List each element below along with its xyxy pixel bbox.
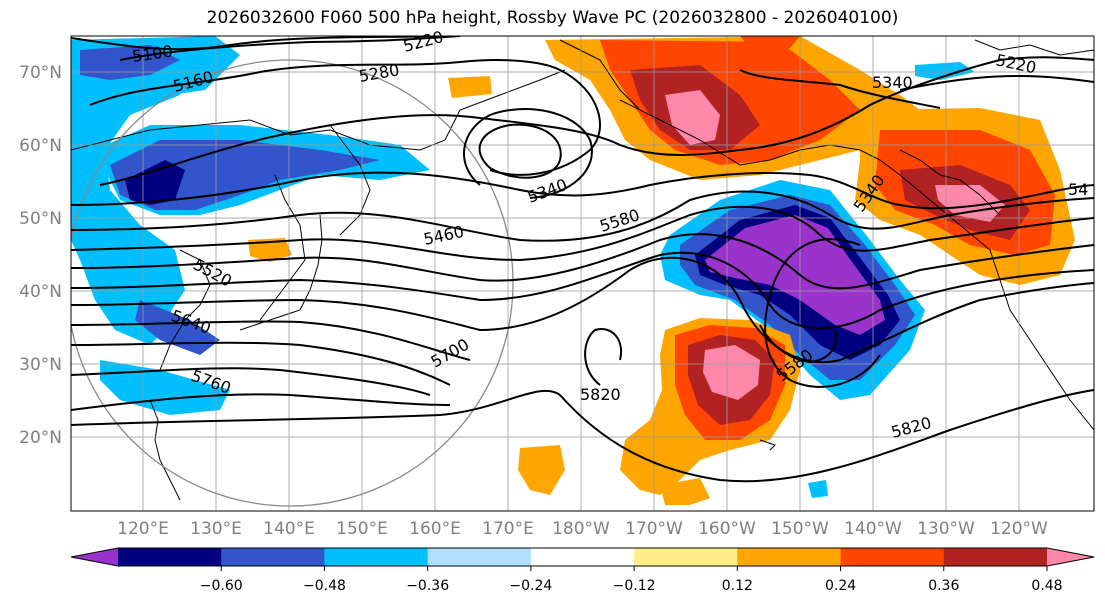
lon-label: 130°E [190, 519, 242, 539]
lon-label: 140°E [263, 519, 315, 539]
colorbar-tick-label: −0.60 [200, 578, 243, 594]
graticule [71, 36, 1094, 511]
height-contours [71, 36, 1094, 483]
colorbar-tick-label: 0.36 [928, 578, 959, 594]
colorbar-cell [943, 548, 1048, 566]
reference-circle [71, 59, 514, 507]
lon-label: 170°E [482, 519, 534, 539]
colorbar-extend-min [71, 548, 118, 566]
longitude-labels: 120°E 130°E 140°E 150°E 160°E 170°E 180°… [117, 519, 1048, 539]
lon-label: 130°W [917, 519, 975, 539]
colorbar-cell [737, 548, 842, 566]
coastlines [71, 39, 1094, 501]
lon-label: 140°W [844, 519, 902, 539]
colorbar-tick-label: −0.36 [406, 578, 449, 594]
lon-label: 120°E [117, 519, 169, 539]
contour-label: 5820 [580, 385, 621, 404]
colorbar-cell [530, 548, 635, 566]
colorbar-cell [221, 548, 326, 566]
contour-label: 5340 [872, 73, 913, 92]
lon-label: 170°W [625, 519, 683, 539]
colorbar-tick-label: 0.48 [1031, 578, 1062, 594]
lon-label: 160°E [409, 519, 461, 539]
lon-label: 120°W [990, 519, 1048, 539]
lat-label: 50°N [19, 209, 62, 229]
lat-label: 60°N [19, 136, 62, 156]
colorbar-tick-label: 0.24 [825, 578, 856, 594]
lat-label: 70°N [19, 63, 62, 83]
colorbar-tick-label: −0.12 [613, 578, 656, 594]
lon-label: 160°W [698, 519, 756, 539]
map-title: 2026032600 F060 500 hPa height, Rossby W… [206, 8, 899, 28]
colorbar-cell [840, 548, 945, 566]
latitude-labels: 70°N 60°N 50°N 40°N 30°N 20°N [19, 63, 62, 448]
colorbar-tick-label: −0.24 [509, 578, 552, 594]
lat-label: 40°N [19, 282, 62, 302]
colorbar-cell [427, 548, 532, 566]
colorbar-cell [634, 548, 738, 566]
lon-label: 150°W [771, 519, 829, 539]
colorbar-cell [118, 548, 222, 566]
colorbar-tick-label: 0.12 [722, 578, 753, 594]
lon-label: 180°W [552, 519, 610, 539]
lat-label: 20°N [19, 428, 62, 448]
colorbar-cell [324, 548, 429, 566]
colorbar-outline [70, 547, 1095, 567]
colorbar-tick-label: −0.48 [303, 578, 346, 594]
colorbar-extend-max [1047, 548, 1094, 566]
lon-label: 150°E [336, 519, 388, 539]
colorbar: −0.60 −0.48 −0.36 −0.24 −0.12 0.12 0.24 0.36 0.4… [70, 547, 1095, 594]
lat-label: 30°N [19, 355, 62, 375]
map-frame [70, 35, 1095, 512]
contour-label: 54 [1068, 180, 1088, 199]
